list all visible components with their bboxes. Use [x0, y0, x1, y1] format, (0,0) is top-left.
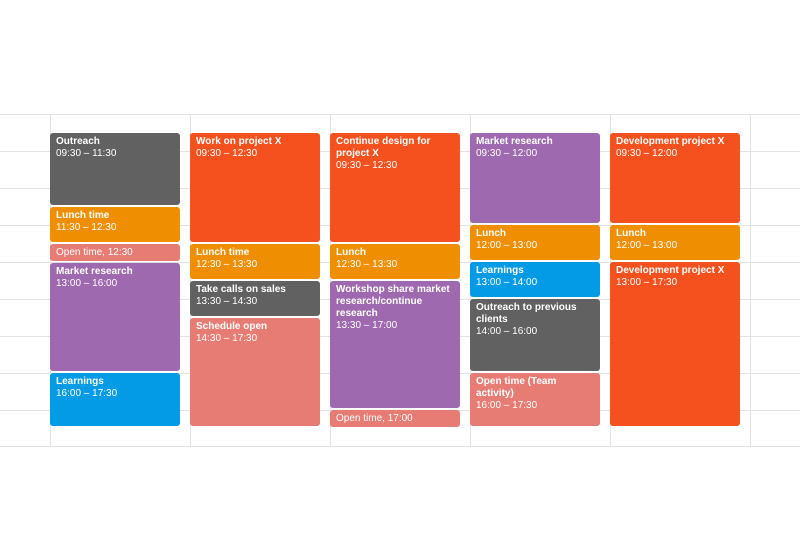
event-time: 13:00 – 17:30	[616, 277, 678, 288]
event-title: Lunch	[476, 228, 506, 239]
event-title: Outreach to previous clients	[476, 302, 577, 325]
event-time: 12:00 – 13:00	[476, 240, 538, 251]
event-title: Open time,	[56, 247, 105, 258]
event-time: 13:30 – 14:30	[196, 296, 258, 307]
day-column: Continue design for project X 09:30 – 12…	[330, 133, 460, 428]
event-time: 13:00 – 16:00	[56, 278, 118, 289]
event-card[interactable]: Take calls on sales 13:30 – 14:30	[190, 281, 320, 316]
event-time: 09:30 – 12:30	[336, 160, 398, 171]
event-title: Lunch time	[56, 210, 110, 221]
event-card[interactable]: Market research 13:00 – 16:00	[50, 263, 180, 371]
event-time: 16:00 – 17:30	[476, 400, 538, 411]
event-time: 13:00 – 14:00	[476, 277, 538, 288]
event-title: Take calls on sales	[196, 284, 286, 295]
event-title: Market research	[476, 136, 553, 147]
day-column: Outreach 09:30 – 11:30 Lunch time 11:30 …	[50, 133, 180, 428]
event-title: Market research	[56, 266, 133, 277]
event-time: 12:00 – 13:00	[616, 240, 678, 251]
event-card[interactable]: Workshop share market research/continue …	[330, 281, 460, 408]
event-card[interactable]: Learnings 13:00 – 14:00	[470, 262, 600, 297]
event-time: 14:30 – 17:30	[196, 333, 258, 344]
event-card[interactable]: Development project X 13:00 – 17:30	[610, 262, 740, 426]
hour-line	[0, 114, 800, 115]
event-time: 12:30 – 13:30	[336, 259, 398, 270]
day-divider	[330, 114, 331, 447]
event-time: 09:30 – 12:00	[616, 148, 678, 159]
event-card[interactable]: Lunch 12:30 – 13:30	[330, 244, 460, 279]
event-card[interactable]: Lunch 12:00 – 13:00	[470, 225, 600, 260]
day-column: Market research 09:30 – 12:00 Lunch 12:0…	[470, 133, 600, 428]
event-card[interactable]: Lunch time 12:30 – 13:30	[190, 244, 320, 279]
event-title: Work on project X	[196, 136, 282, 147]
event-time: 16:00 – 17:30	[56, 388, 118, 399]
event-title: Open time (Team activity)	[476, 376, 557, 399]
day-column: Work on project X 09:30 – 12:30 Lunch ti…	[190, 133, 320, 428]
event-card[interactable]: Lunch 12:00 – 13:00	[610, 225, 740, 260]
event-title: Outreach	[56, 136, 100, 147]
event-card[interactable]: Schedule open 14:30 – 17:30	[190, 318, 320, 426]
event-title: Lunch	[336, 247, 366, 258]
event-card[interactable]: Open time, 12:30	[50, 244, 180, 261]
day-divider	[750, 114, 751, 447]
event-card[interactable]: Development project X 09:30 – 12:00	[610, 133, 740, 223]
event-title: Learnings	[56, 376, 104, 387]
event-card[interactable]: Outreach to previous clients 14:00 – 16:…	[470, 299, 600, 371]
event-card[interactable]: Market research 09:30 – 12:00	[470, 133, 600, 223]
hour-line	[0, 446, 800, 447]
event-card[interactable]: Work on project X 09:30 – 12:30	[190, 133, 320, 242]
event-card[interactable]: Open time (Team activity) 16:00 – 17:30	[470, 373, 600, 426]
event-title: Continue design for project X	[336, 136, 431, 159]
event-card[interactable]: Lunch time 11:30 – 12:30	[50, 207, 180, 242]
event-title: Open time,	[336, 413, 385, 424]
event-title: Workshop share market research/continue …	[336, 284, 450, 319]
event-time: 09:30 – 12:30	[196, 148, 258, 159]
event-title: Schedule open	[196, 321, 268, 332]
event-time: 12:30 – 13:30	[196, 259, 258, 270]
event-time: 09:30 – 11:30	[56, 148, 117, 159]
event-card[interactable]: Continue design for project X 09:30 – 12…	[330, 133, 460, 242]
event-time: 13:30 – 17:00	[336, 320, 398, 331]
event-time: 17:00	[387, 413, 413, 424]
event-time: 11:30 – 12:30	[56, 222, 117, 233]
event-time: 09:30 – 12:00	[476, 148, 538, 159]
event-card[interactable]: Learnings 16:00 – 17:30	[50, 373, 180, 426]
event-time: 14:00 – 16:00	[476, 326, 538, 337]
event-card[interactable]: Outreach 09:30 – 11:30	[50, 133, 180, 205]
event-title: Development project X	[616, 136, 725, 147]
event-time: 12:30	[107, 247, 133, 258]
event-title: Learnings	[476, 265, 524, 276]
day-divider	[190, 114, 191, 447]
event-title: Lunch	[616, 228, 646, 239]
event-card[interactable]: Open time, 17:00	[330, 410, 460, 427]
day-column: Development project X 09:30 – 12:00 Lunc…	[610, 133, 740, 428]
event-title: Lunch time	[196, 247, 250, 258]
event-title: Development project X	[616, 265, 725, 276]
